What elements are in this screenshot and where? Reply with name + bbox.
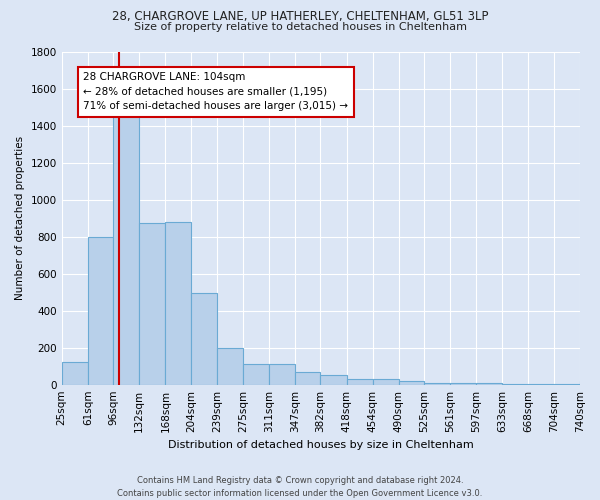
Bar: [139, 222, 166, 384]
Bar: [243, 364, 269, 384]
Bar: [347, 379, 373, 384]
Text: Size of property relative to detached houses in Cheltenham: Size of property relative to detached ho…: [133, 22, 467, 32]
Bar: [399, 381, 424, 384]
Bar: [450, 383, 476, 384]
Text: 28 CHARGROVE LANE: 104sqm
← 28% of detached houses are smaller (1,195)
71% of se: 28 CHARGROVE LANE: 104sqm ← 28% of detac…: [83, 72, 349, 112]
Bar: [62, 362, 88, 384]
Bar: [113, 110, 139, 384]
Bar: [166, 222, 191, 384]
Bar: [269, 364, 295, 384]
Bar: [476, 383, 502, 384]
Bar: [373, 379, 399, 384]
Text: Contains HM Land Registry data © Crown copyright and database right 2024.
Contai: Contains HM Land Registry data © Crown c…: [118, 476, 482, 498]
X-axis label: Distribution of detached houses by size in Cheltenham: Distribution of detached houses by size …: [168, 440, 474, 450]
Bar: [580, 381, 600, 384]
Bar: [424, 383, 450, 384]
Text: 28, CHARGROVE LANE, UP HATHERLEY, CHELTENHAM, GL51 3LP: 28, CHARGROVE LANE, UP HATHERLEY, CHELTE…: [112, 10, 488, 23]
Bar: [191, 293, 217, 384]
Bar: [320, 376, 347, 384]
Bar: [217, 348, 243, 385]
Bar: [295, 372, 320, 384]
Bar: [88, 236, 113, 384]
Y-axis label: Number of detached properties: Number of detached properties: [15, 136, 25, 300]
